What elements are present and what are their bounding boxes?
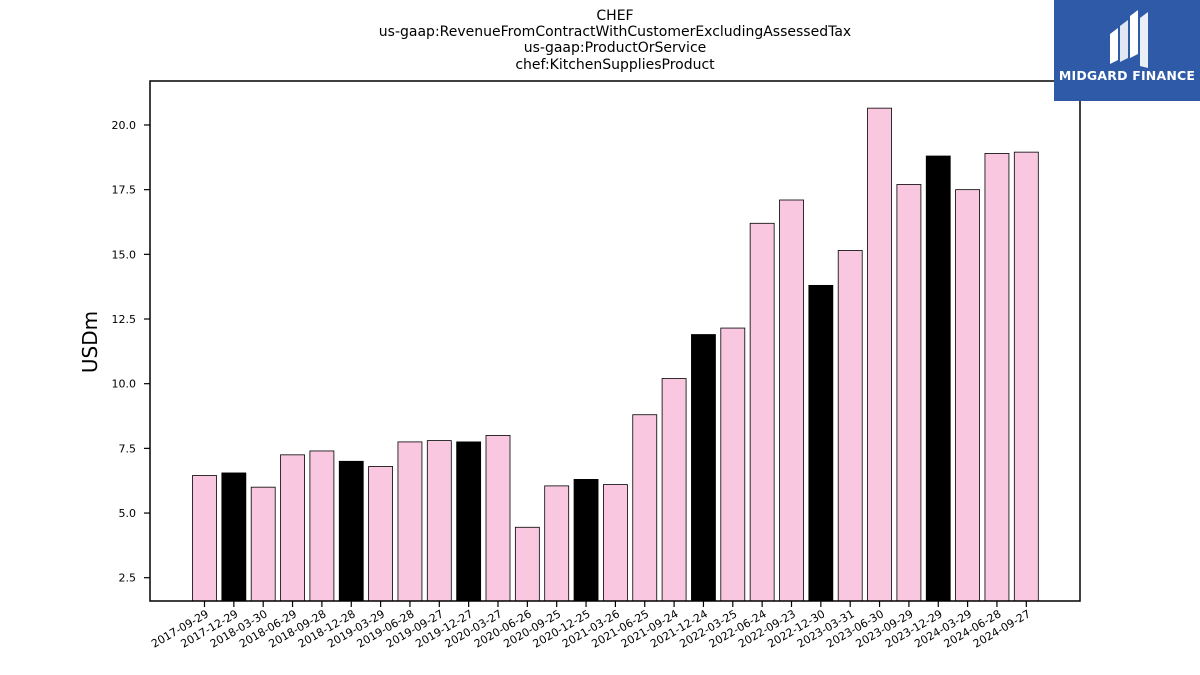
bar-2022-06-24 [749, 222, 775, 602]
bar-2022-03-25 [720, 327, 746, 602]
bar-2018-03-30 [250, 486, 276, 602]
bar-2021-03-26 [603, 484, 628, 602]
y-tick-label: 7.5 [119, 442, 137, 455]
chart-title-line-1: CHEF [596, 8, 633, 24]
y-axis: 2.5 5.0 7.5 10.0 12.5 15.0 17.5 20.0 [112, 119, 150, 585]
bar-2018-09-28 [309, 450, 335, 602]
y-tick-label: 17.5 [112, 184, 137, 197]
bar-2024-09-27 [1013, 151, 1039, 602]
y-axis-label: USDm [78, 311, 102, 373]
bar-2023-06-30 [867, 107, 892, 602]
bar-2020-06-26 [514, 526, 540, 602]
bar-2021-12-24 [691, 334, 716, 602]
midgard-logo-icon [1110, 10, 1148, 68]
x-axis: 2017-09-292017-12-292018-03-302018-06-29… [149, 601, 1033, 651]
bar-2021-09-24 [661, 378, 687, 602]
y-tick-label: 10.0 [112, 378, 137, 391]
brand-logo: MIDGARD FINANCE [1054, 0, 1200, 101]
bar-2019-03-29 [368, 466, 394, 602]
bar-2017-12-29 [221, 472, 247, 602]
y-tick-label: 12.5 [112, 313, 137, 326]
bar-2020-09-25 [544, 485, 570, 602]
y-tick-label: 15.0 [112, 248, 137, 261]
bar-2023-03-31 [837, 250, 863, 602]
bar-2024-03-29 [955, 189, 980, 602]
chart-title: CHEF us-gaap:RevenueFromContractWithCust… [379, 8, 851, 73]
bar-2018-06-29 [280, 454, 305, 602]
y-tick-label: 5.0 [119, 507, 137, 520]
bar-2023-12-29 [925, 155, 951, 602]
bar-2024-06-28 [984, 153, 1010, 602]
bar-2018-12-28 [338, 460, 364, 602]
bar-2023-09-29 [896, 184, 922, 602]
y-tick-label: 20.0 [112, 119, 137, 132]
y-tick-label: 2.5 [119, 572, 137, 585]
bar-2020-12-25 [573, 479, 599, 602]
bar-2019-09-27 [426, 440, 452, 602]
bar-2022-12-30 [808, 284, 834, 602]
plot-frame [149, 80, 1081, 602]
bar-2020-03-27 [485, 435, 511, 602]
bar-2022-09-23 [779, 199, 804, 602]
brand-logo-text: MIDGARD FINANCE [1058, 68, 1196, 83]
chart-title-line-3: us-gaap:ProductOrService [524, 40, 707, 56]
bar-2019-12-27 [456, 441, 482, 602]
bar-2021-06-25 [632, 414, 658, 602]
chart-title-line-2: us-gaap:RevenueFromContractWithCustomerE… [379, 24, 851, 40]
bar-2019-06-28 [397, 441, 423, 602]
chart-title-line-4: chef:KitchenSuppliesProduct [515, 57, 715, 73]
bar-2017-09-29 [192, 475, 217, 602]
bars-group [192, 107, 1039, 602]
